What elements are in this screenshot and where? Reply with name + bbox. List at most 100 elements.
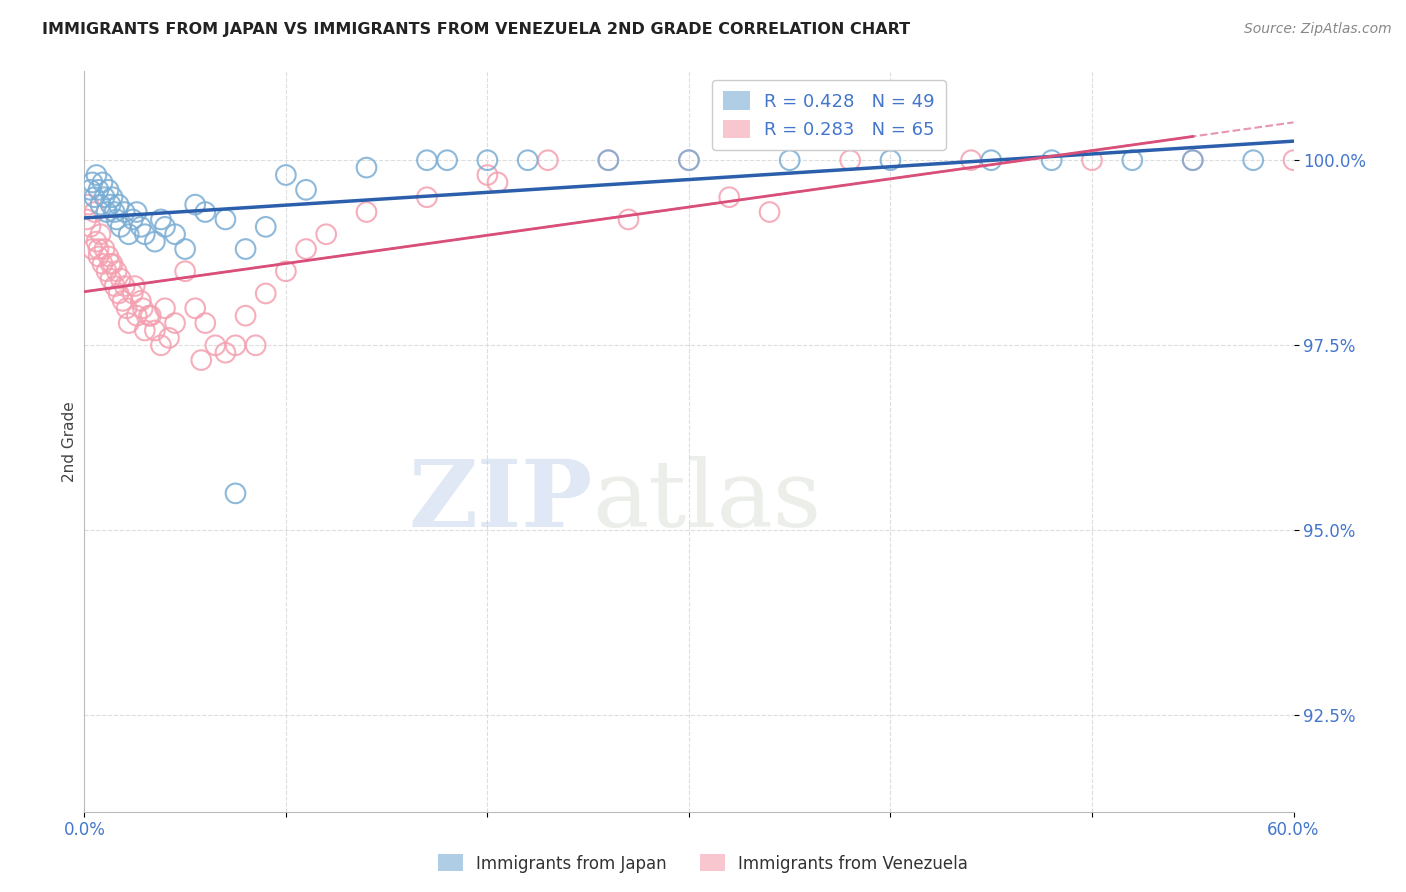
- Point: [174, 264, 197, 278]
- Point: [118, 227, 141, 242]
- Point: [93, 242, 115, 256]
- Point: [100, 257, 122, 271]
- Point: [134, 324, 156, 338]
- Point: [121, 212, 143, 227]
- Point: [598, 153, 620, 168]
- Point: [89, 197, 111, 211]
- Point: [194, 205, 217, 219]
- Point: [960, 153, 983, 168]
- Point: [477, 168, 499, 182]
- Text: IMMIGRANTS FROM JAPAN VS IMMIGRANTS FROM VENEZUELA 2ND GRADE CORRELATION CHART: IMMIGRANTS FROM JAPAN VS IMMIGRANTS FROM…: [42, 22, 910, 37]
- Point: [254, 286, 277, 301]
- Point: [107, 197, 129, 211]
- Text: ZIP: ZIP: [408, 456, 592, 546]
- Point: [516, 153, 538, 168]
- Point: [718, 190, 741, 204]
- Point: [879, 153, 901, 168]
- Point: [110, 271, 132, 285]
- Point: [225, 486, 247, 500]
- Point: [104, 279, 127, 293]
- Point: [100, 197, 122, 211]
- Point: [1181, 153, 1204, 168]
- Point: [82, 176, 104, 190]
- Point: [101, 257, 124, 271]
- Point: [107, 286, 129, 301]
- Point: [165, 227, 187, 242]
- Point: [75, 212, 97, 227]
- Point: [104, 205, 127, 219]
- Point: [96, 205, 118, 219]
- Point: [139, 309, 162, 323]
- Point: [87, 242, 110, 256]
- Point: [97, 250, 120, 264]
- Point: [105, 212, 128, 227]
- Point: [225, 338, 247, 352]
- Legend: R = 0.428   N = 49, R = 0.283   N = 65: R = 0.428 N = 49, R = 0.283 N = 65: [711, 80, 946, 150]
- Point: [1040, 153, 1063, 168]
- Point: [617, 212, 640, 227]
- Point: [132, 301, 155, 316]
- Point: [105, 264, 128, 278]
- Point: [184, 197, 207, 211]
- Point: [153, 219, 176, 234]
- Point: [1282, 153, 1305, 168]
- Point: [165, 316, 187, 330]
- Point: [79, 219, 101, 234]
- Point: [153, 301, 176, 316]
- Point: [93, 190, 115, 204]
- Point: [184, 301, 207, 316]
- Point: [235, 309, 257, 323]
- Point: [598, 153, 620, 168]
- Point: [91, 176, 114, 190]
- Point: [416, 153, 439, 168]
- Point: [111, 293, 134, 308]
- Point: [149, 338, 172, 352]
- Point: [138, 309, 160, 323]
- Point: [143, 324, 166, 338]
- Point: [758, 205, 780, 219]
- Point: [1241, 153, 1264, 168]
- Text: atlas: atlas: [592, 456, 821, 546]
- Point: [315, 227, 337, 242]
- Point: [274, 264, 297, 278]
- Point: [235, 242, 257, 256]
- Point: [124, 279, 146, 293]
- Point: [157, 331, 180, 345]
- Point: [129, 219, 152, 234]
- Y-axis label: 2nd Grade: 2nd Grade: [62, 401, 77, 482]
- Point: [89, 227, 111, 242]
- Point: [100, 271, 122, 285]
- Point: [980, 153, 1002, 168]
- Point: [1081, 153, 1104, 168]
- Point: [190, 353, 212, 368]
- Point: [129, 293, 152, 308]
- Point: [86, 168, 108, 182]
- Point: [82, 242, 104, 256]
- Point: [101, 190, 124, 204]
- Point: [356, 161, 378, 175]
- Point: [839, 153, 862, 168]
- Point: [1181, 153, 1204, 168]
- Point: [678, 153, 700, 168]
- Point: [295, 183, 318, 197]
- Point: [214, 345, 236, 359]
- Point: [121, 286, 143, 301]
- Point: [83, 190, 105, 204]
- Point: [114, 279, 136, 293]
- Point: [83, 205, 105, 219]
- Point: [204, 338, 226, 352]
- Point: [77, 197, 100, 211]
- Point: [134, 227, 156, 242]
- Point: [125, 309, 148, 323]
- Point: [114, 205, 136, 219]
- Point: [118, 316, 141, 330]
- Point: [416, 190, 439, 204]
- Point: [115, 301, 138, 316]
- Point: [87, 250, 110, 264]
- Point: [174, 242, 197, 256]
- Point: [356, 205, 378, 219]
- Point: [86, 235, 108, 249]
- Point: [1121, 153, 1143, 168]
- Point: [97, 183, 120, 197]
- Point: [149, 212, 172, 227]
